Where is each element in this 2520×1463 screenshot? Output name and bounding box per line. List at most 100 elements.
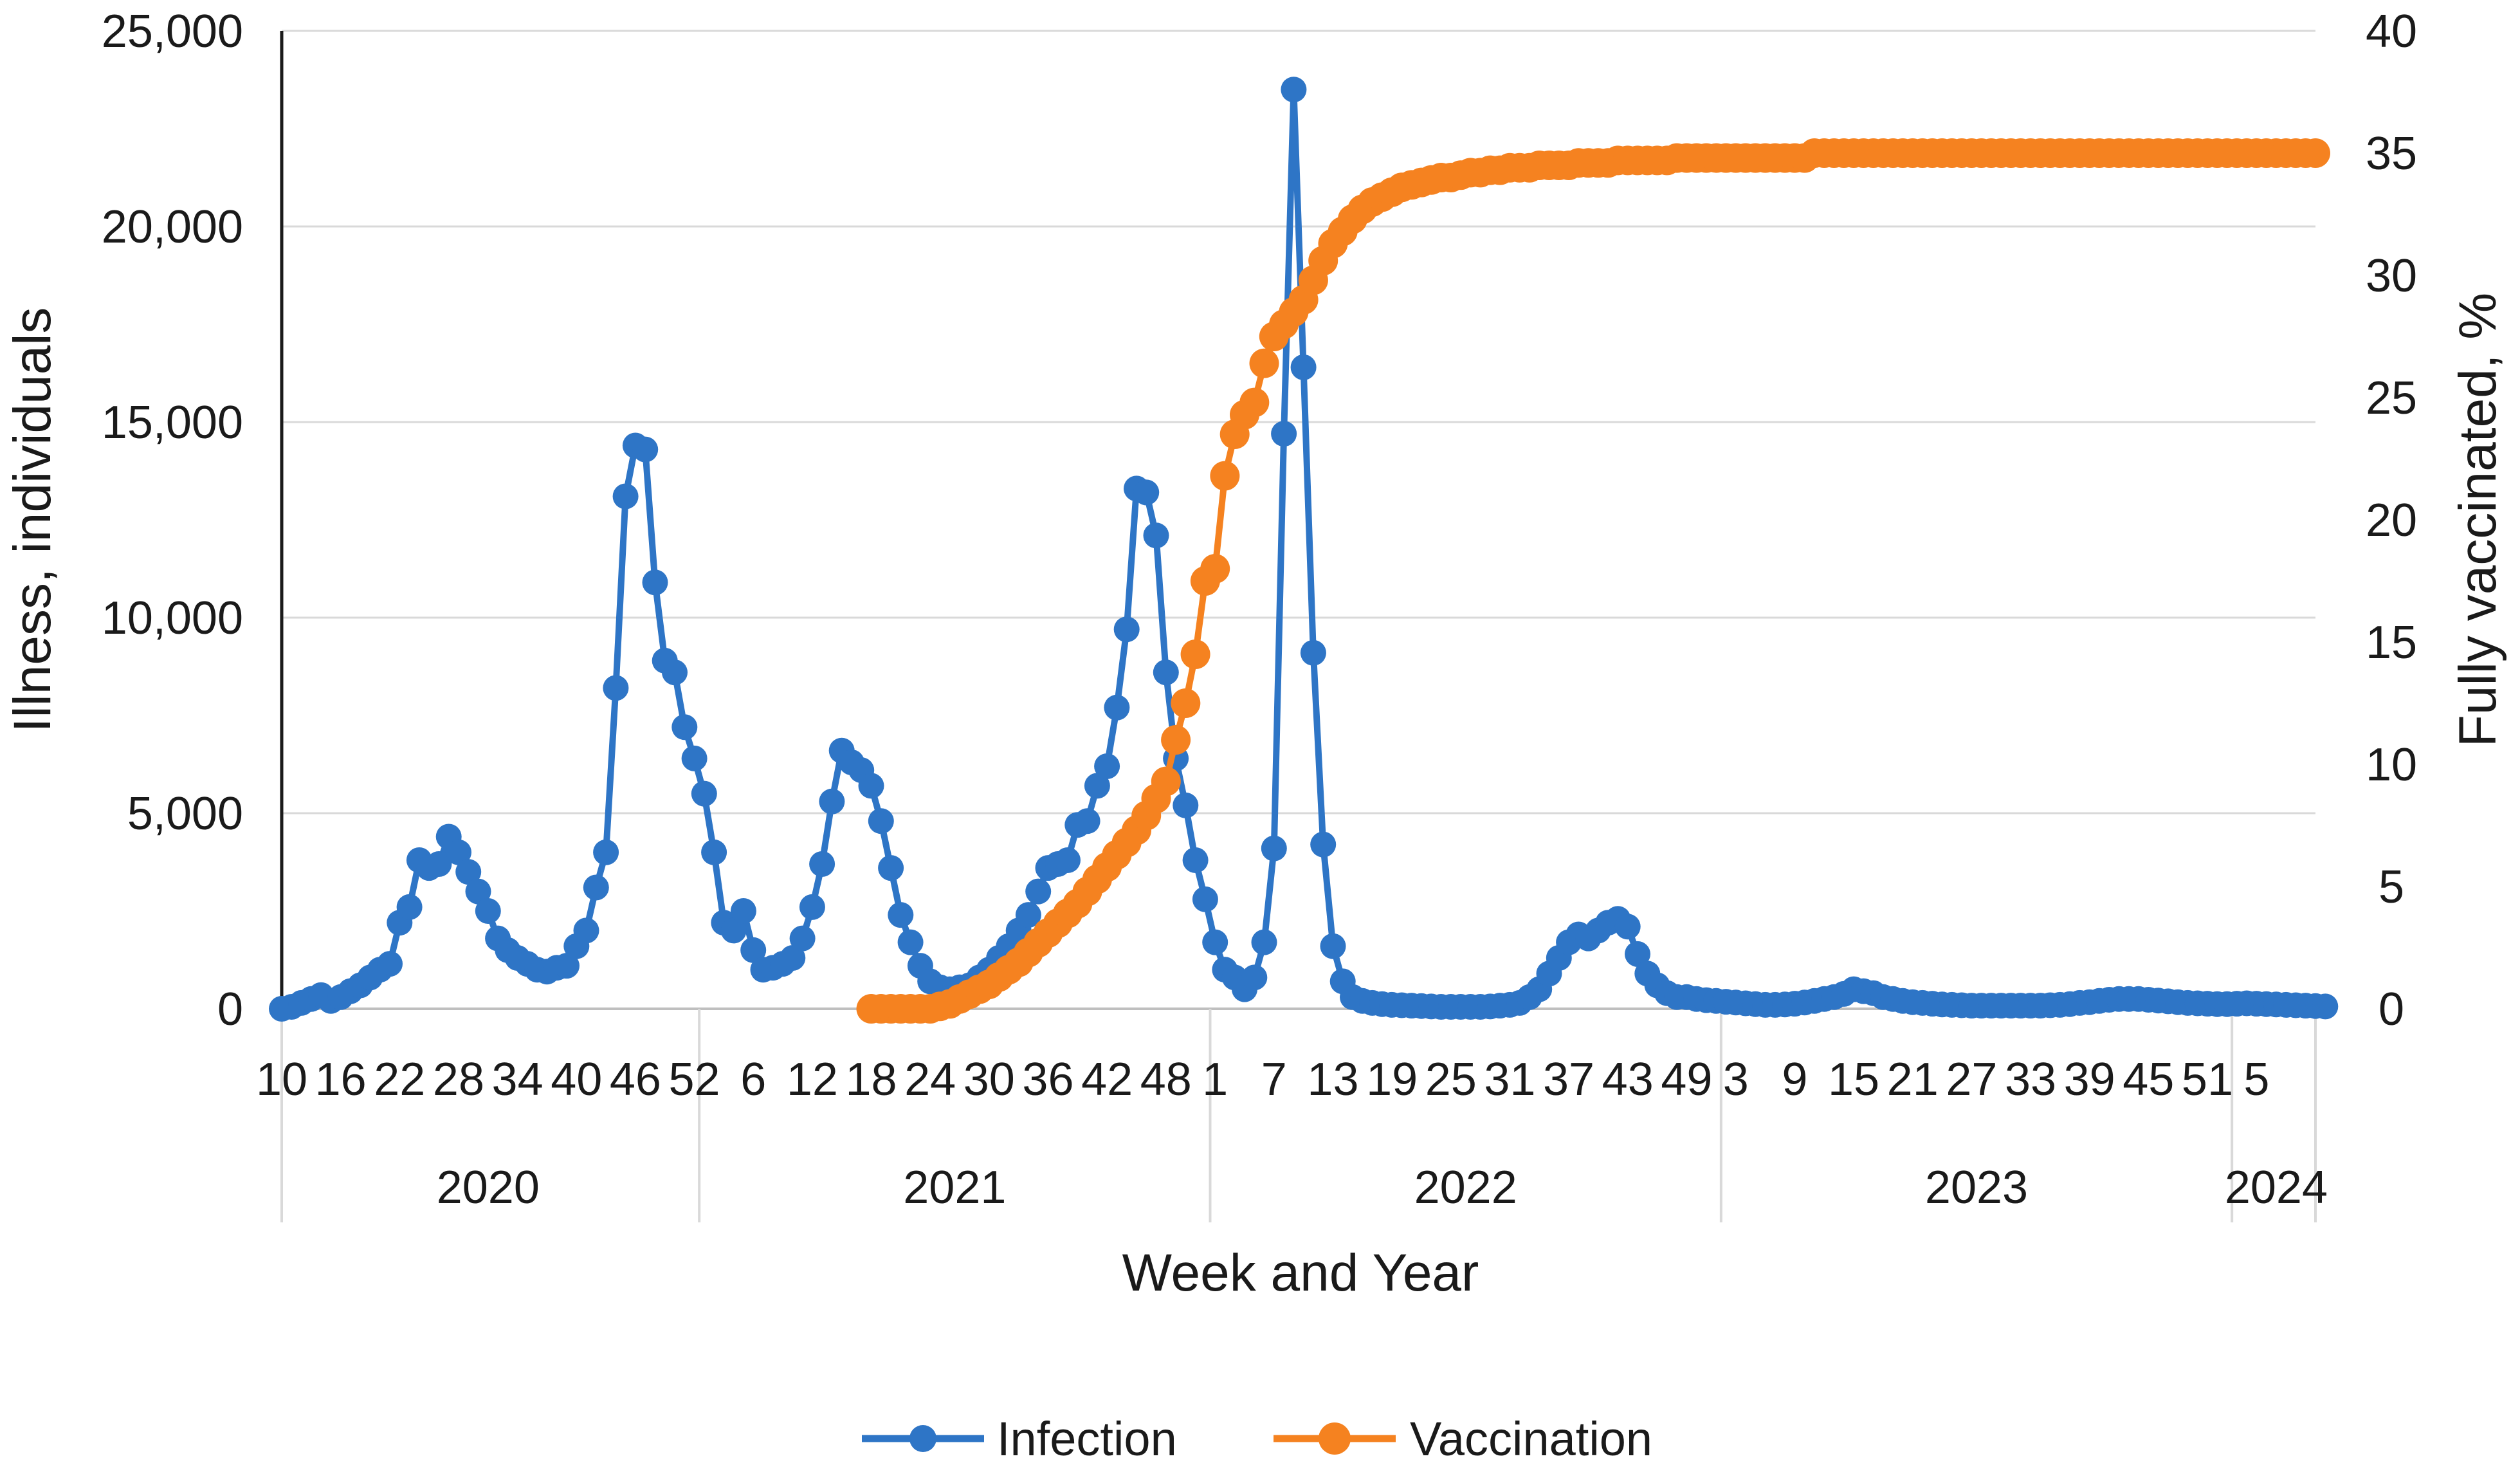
data-point-infection [1290,354,1317,380]
x-week-tick-label: 34 [492,1054,543,1105]
right-y-tick-label: 0 [2378,984,2404,1035]
x-year-label: 2022 [1414,1162,1517,1213]
data-point-infection [1133,479,1160,506]
legend-label-infection: Infection [997,1412,1177,1463]
data-point-infection [1015,902,1041,928]
right-y-tick-label: 35 [2366,128,2417,179]
data-point-infection [1281,77,1307,103]
x-week-tick-label: 46 [610,1054,661,1105]
right-y-tick-label: 30 [2366,250,2417,302]
data-point-vaccination [1161,725,1191,755]
data-point-infection [858,773,884,799]
data-point-infection [1153,659,1179,686]
data-point-infection [1310,831,1337,858]
data-point-infection [642,569,668,596]
data-point-infection [1104,694,1130,721]
x-week-tick-label: 27 [1946,1054,1997,1105]
x-week-tick-label: 13 [1307,1054,1358,1105]
data-point-vaccination [1249,348,1279,378]
legend-swatch-infection-marker [909,1425,936,1452]
data-point-infection [799,894,825,920]
x-week-tick-label: 1 [1202,1054,1228,1105]
x-week-tick-label: 48 [1140,1054,1192,1105]
left-y-tick-label: 5,000 [127,788,243,840]
x-week-tick-label: 33 [2005,1054,2056,1105]
data-point-infection [740,937,767,963]
left-y-tick-labels: 0 5,000 10,000 15,000 20,000 25,000 [102,6,243,1035]
x-week-tick-label: 31 [1484,1054,1535,1105]
series-layer [269,77,2339,1024]
x-week-tick-label: 6 [740,1054,766,1105]
data-point-infection [809,851,835,877]
x-week-tick-label: 22 [374,1054,425,1105]
data-point-vaccination [1180,639,1210,669]
left-y-tick-label: 20,000 [102,201,243,253]
data-point-infection [1271,421,1297,447]
right-y-tick-labels: 0 5 10 15 20 25 30 35 40 [2366,6,2417,1035]
data-point-infection [603,675,629,701]
left-y-tick-label: 15,000 [102,397,243,448]
data-point-infection [632,436,659,463]
data-point-vaccination [1171,688,1201,718]
data-point-infection [1614,914,1641,940]
x-week-tick-label: 19 [1366,1054,1418,1105]
x-week-tick-label: 43 [1602,1054,1654,1105]
data-point-infection [1261,835,1287,861]
data-point-infection [1300,639,1326,666]
data-point-infection [789,925,816,952]
data-point-infection [554,953,580,979]
data-point-infection [1025,878,1052,905]
legend-item-infection[interactable]: Infection [862,1412,1177,1463]
data-point-infection [878,855,904,881]
data-point-infection [691,780,717,807]
y-axis-title: Illness, individuals [3,308,62,733]
x-week-tick-label: 52 [669,1054,720,1105]
data-point-infection [671,714,698,741]
data-point-infection [426,851,452,877]
x-week-tick-label: 3 [1723,1054,1749,1105]
data-point-infection [1113,616,1140,643]
x-axis-title: Week and Year [1122,1244,1479,1302]
data-point-vaccination [1200,554,1230,584]
data-point-infection [701,839,727,865]
data-point-infection [1202,929,1228,955]
data-point-infection [1241,964,1268,991]
x-week-tick-label: 37 [1543,1054,1594,1105]
data-point-infection [1084,773,1110,799]
data-point-infection [455,859,482,885]
x-year-label: 2024 [2225,1162,2328,1213]
data-point-infection [377,951,403,977]
data-point-vaccination [1151,766,1181,796]
x-week-tick-label: 16 [315,1054,367,1105]
x-week-tick-labels: 10 16 22 28 34 40 46 52 6 12 18 24 30 36 42 48 1 7 13 19 25 3… [256,1054,2269,1105]
x-week-tick-label: 40 [551,1054,602,1105]
data-point-infection [2312,993,2339,1020]
data-point-infection [1182,847,1209,873]
right-y-tick-label: 10 [2366,739,2417,791]
legend-item-vaccination[interactable]: Vaccination [1274,1412,1652,1463]
data-point-infection [612,483,639,510]
data-point-infection [1625,941,1650,967]
x-week-tick-label: 30 [963,1054,1015,1105]
data-point-vaccination [1210,461,1240,491]
data-point-infection [396,894,423,920]
data-point-infection [475,898,501,924]
data-point-infection [593,839,619,865]
x-week-tick-label: 39 [2064,1054,2115,1105]
x-week-tick-label: 9 [1782,1054,1807,1105]
data-point-infection [1320,933,1346,959]
data-point-infection [583,874,609,901]
data-point-infection [573,917,599,944]
data-point-infection [1094,753,1120,779]
data-point-infection [465,878,491,905]
x-week-tick-label: 25 [1425,1054,1477,1105]
data-point-infection [446,839,471,865]
right-y-tick-label: 15 [2366,617,2417,668]
x-week-tick-label: 36 [1022,1054,1073,1105]
data-point-infection [662,659,688,686]
x-week-tick-label: 12 [787,1054,838,1105]
data-point-vaccination [2301,138,2330,168]
legend-label-vaccination: Vaccination [1410,1412,1652,1463]
x-week-tick-label: 7 [1261,1054,1287,1105]
